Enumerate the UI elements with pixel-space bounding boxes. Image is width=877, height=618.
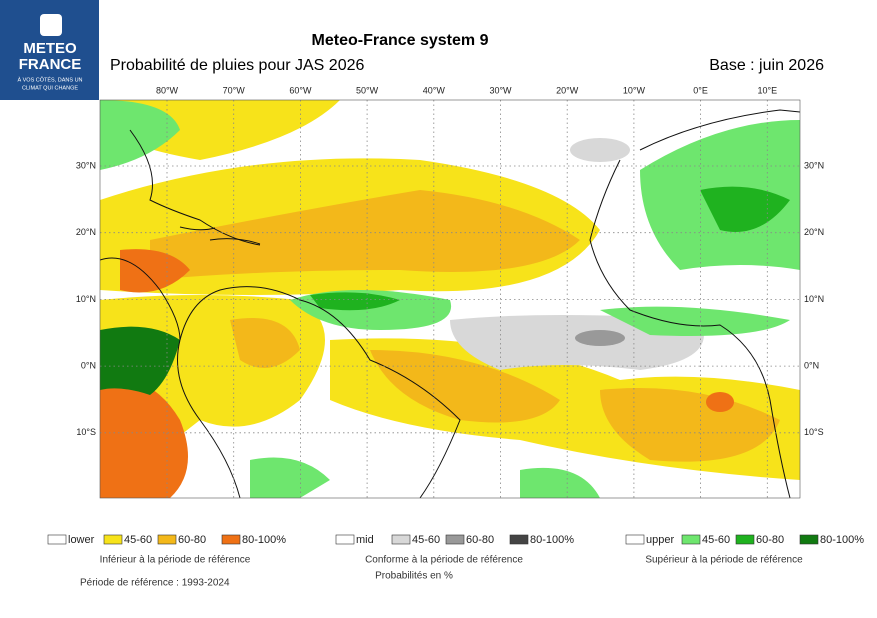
lon-label: 10°W bbox=[623, 85, 646, 95]
legend-caption: Inférieur à la période de référence bbox=[100, 555, 251, 566]
lat-label: 0°N bbox=[81, 360, 96, 370]
legend-label: mid bbox=[356, 534, 374, 546]
lat-label: 30°N bbox=[804, 160, 824, 170]
logo-tagline: À VOS CÔTÉS, DANS UN bbox=[17, 76, 82, 83]
lat-label: 20°N bbox=[804, 227, 824, 237]
legend-label: upper bbox=[646, 534, 674, 546]
legend-label: lower bbox=[68, 534, 95, 546]
legend-label: 60-80 bbox=[756, 534, 784, 546]
legend-label: 45-60 bbox=[124, 534, 152, 546]
legend-caption: Conforme à la période de référence bbox=[365, 555, 523, 566]
legend-swatch bbox=[47, 534, 67, 545]
legend-label: 45-60 bbox=[412, 534, 440, 546]
legend-swatch bbox=[221, 534, 241, 545]
legend-swatch bbox=[509, 534, 529, 545]
lon-label: 30°W bbox=[489, 85, 512, 95]
legend-swatch bbox=[799, 534, 819, 545]
logo-tagline: CLIMAT QUI CHANGE bbox=[22, 85, 78, 91]
lat-label: 10°S bbox=[76, 427, 96, 437]
logo-text: FRANCE bbox=[19, 56, 82, 73]
lat-label: 10°N bbox=[804, 294, 824, 304]
title: Meteo-France system 9 bbox=[312, 32, 489, 49]
legend-label: 80-100% bbox=[820, 534, 864, 546]
legend-swatch bbox=[735, 534, 755, 545]
legend-label: 45-60 bbox=[702, 534, 730, 546]
lat-label: 20°N bbox=[76, 227, 96, 237]
lon-label: 80°W bbox=[156, 85, 179, 95]
lat-label: 10°S bbox=[804, 427, 824, 437]
legend-label: 80-100% bbox=[242, 534, 286, 546]
units-note: Probabilités en % bbox=[375, 571, 453, 582]
lon-label: 70°W bbox=[223, 85, 246, 95]
legend-swatch bbox=[625, 534, 645, 545]
legend-swatch bbox=[681, 534, 701, 545]
lon-label: 10°E bbox=[757, 85, 777, 95]
lon-label: 20°W bbox=[556, 85, 579, 95]
legend-swatch bbox=[445, 534, 465, 545]
legend-label: 60-80 bbox=[466, 534, 494, 546]
lon-label: 0°E bbox=[693, 85, 708, 95]
legend-swatch bbox=[157, 534, 177, 545]
subtitle: Probabilité de pluies pour JAS 2026 bbox=[110, 57, 364, 74]
reference-period: Période de référence : 1993-2024 bbox=[80, 578, 230, 589]
legend-swatch bbox=[335, 534, 355, 545]
logo-icon bbox=[40, 14, 62, 36]
legend-caption: Supérieur à la période de référence bbox=[645, 555, 803, 566]
legend-label: 80-100% bbox=[530, 534, 574, 546]
base-date: Base : juin 2026 bbox=[709, 57, 824, 74]
legend-label: 60-80 bbox=[178, 534, 206, 546]
map bbox=[100, 100, 800, 498]
lat-label: 0°N bbox=[804, 360, 819, 370]
lat-label: 10°N bbox=[76, 294, 96, 304]
lon-label: 60°W bbox=[289, 85, 312, 95]
lon-label: 40°W bbox=[423, 85, 446, 95]
logo-text: METEO bbox=[23, 40, 77, 57]
lon-label: 50°W bbox=[356, 85, 379, 95]
lat-label: 30°N bbox=[76, 160, 96, 170]
legend-swatch bbox=[103, 534, 123, 545]
legend-swatch bbox=[391, 534, 411, 545]
map-frame bbox=[99, 99, 801, 499]
